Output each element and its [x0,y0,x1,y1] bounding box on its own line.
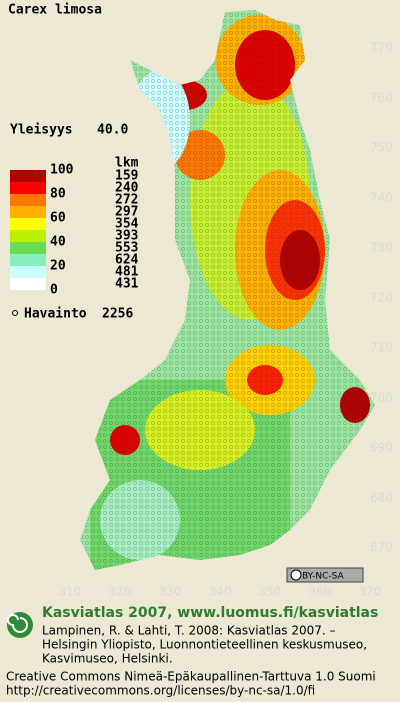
grid-y-label: 710 [370,341,393,355]
footer: Lampinen, R. & Lahti, T. 2008: Kasviatla… [6,624,376,698]
legend-swatch [10,266,46,278]
legend-swatch [10,254,46,266]
grid-y-label: 670 [370,541,393,555]
grid-x-label: 350 [259,585,282,599]
legend-scale-label: 0 [50,283,58,298]
grid-y-label: 680 [370,491,393,505]
legend-count: 159 [115,169,138,184]
grid-y-label: 730 [370,241,393,255]
license-line: Creative Commons Nimeä-Epäkaupallinen-Ta… [6,670,376,684]
frequency-label: Yleisyys [10,123,73,138]
citation-line: Helsingin Yliopisto, Luonnontieteellinen… [42,638,367,652]
legend-scale-label: 40 [50,235,66,250]
citation-line: Lampinen, R. & Lahti, T. 2008: Kasviatla… [42,624,336,638]
legend-scale-label: 60 [50,211,66,226]
frequency-value: 40.0 [97,123,128,138]
legend-count: 624 [115,253,139,268]
legend-count: 297 [115,205,138,220]
legend-scale-label: 80 [50,187,66,202]
grid-x-label: 320 [109,585,132,599]
legend-swatch [10,170,46,182]
legend-swatch [10,218,46,230]
observation-symbol [12,310,18,316]
legend-scale-label: 100 [50,163,74,178]
grid-y-label: 750 [370,141,393,155]
grid-x-label: 360 [309,585,332,599]
license-badge: BY-NC-SA [286,567,364,583]
species-title: Carex limosa [8,3,102,18]
grid-x-label: 370 [359,585,382,599]
legend-swatch [10,206,46,218]
citation-line: Kasvimuseo, Helsinki. [42,652,173,666]
grid-y-label: 760 [370,91,393,105]
grid-y-label: 700 [370,391,393,405]
grid-y-label: 690 [370,441,393,455]
legend-count: 431 [115,277,139,292]
legend-count: 272 [115,193,138,208]
grid-y-label: 770 [370,41,393,55]
observation-label: Havainto [24,307,87,322]
license-badge-text: BY-NC-SA [302,572,345,582]
logo [7,612,33,638]
grid-x-label: 330 [159,585,182,599]
grid-labels: 770 760 750 740 730 720 710 700 690 680 670 310 320 3… [59,41,393,599]
license-line: http://creativecommons.org/licenses/by-n… [6,684,315,698]
footer-heading: Kasviatlas 2007, www.luomus.fi/kasviatla… [42,605,378,621]
legend-count: 481 [115,265,139,280]
legend-count: 393 [115,229,138,244]
legend-swatch [10,230,46,242]
legend-count: 553 [115,241,138,256]
grid-x-label: 340 [209,585,232,599]
grid-x-label: 310 [59,585,82,599]
count-header: lkm [115,156,139,171]
observation-value: 2256 [102,307,133,322]
grid-y-label: 740 [370,191,393,205]
legend-swatch [10,278,46,290]
legend-count: 354 [115,217,139,232]
legend-count: 240 [115,181,139,196]
grid-y-label: 720 [370,291,393,305]
legend: 100 80 60 40 20 0 1592402722973543935536244814… [10,163,139,298]
legend-swatch [10,242,46,254]
legend-swatch [10,182,46,194]
legend-scale-label: 20 [50,259,66,274]
legend-swatch [10,194,46,206]
